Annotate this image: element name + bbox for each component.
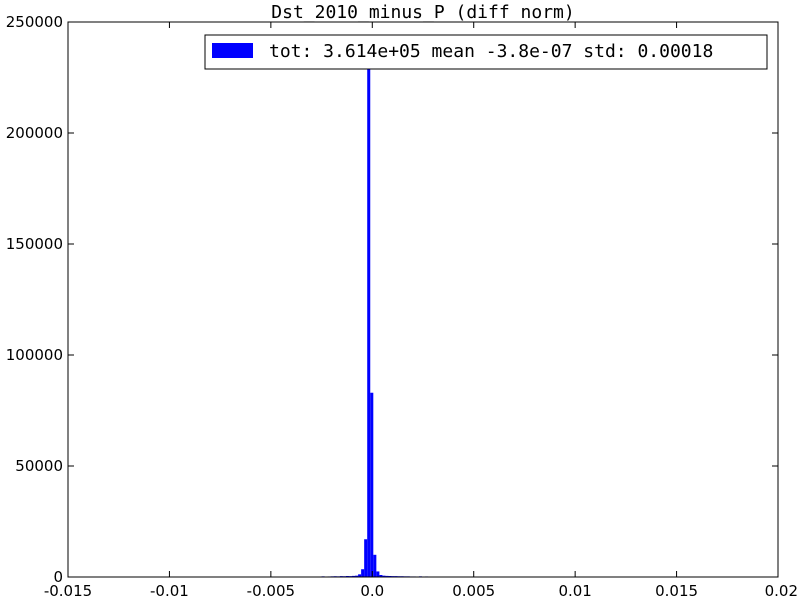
histogram-bar bbox=[355, 575, 359, 577]
y-tick-label: 150000 bbox=[6, 235, 63, 253]
histogram-bar bbox=[361, 569, 365, 577]
x-tick-label: -0.005 bbox=[247, 582, 295, 600]
x-tick-label: 0.015 bbox=[655, 582, 698, 600]
x-tick-label: 0.01 bbox=[558, 582, 591, 600]
legend: tot: 3.614e+05 mean -3.8e-07 std: 0.0001… bbox=[204, 34, 768, 70]
histogram-bar bbox=[379, 575, 383, 577]
histogram-bar bbox=[382, 575, 386, 577]
histogram-bar bbox=[370, 392, 374, 577]
histogram-bar bbox=[385, 575, 389, 577]
legend-swatch bbox=[212, 43, 253, 58]
x-tick-label: -0.01 bbox=[150, 582, 189, 600]
plot-frame bbox=[67, 21, 779, 578]
legend-label: tot: 3.614e+05 mean -3.8e-07 std: 0.0001… bbox=[269, 41, 713, 62]
histogram-bar bbox=[367, 35, 371, 577]
histogram-bar bbox=[373, 554, 377, 577]
y-tick-label: 100000 bbox=[6, 346, 63, 364]
histogram-bar bbox=[358, 574, 362, 577]
legend-box bbox=[204, 34, 768, 70]
ticks-group: -0.015 -0.01 -0.005 0.0 0.005 0.01 0.015 0.02 0 5… bbox=[6, 13, 798, 600]
y-tick-label: 50000 bbox=[15, 457, 63, 475]
histogram-bar bbox=[364, 539, 368, 577]
chart-title: Dst_2010_minus_P (diff norm) bbox=[271, 2, 574, 23]
y-tick-label: 0 bbox=[53, 568, 63, 586]
histogram-bar bbox=[352, 575, 356, 577]
x-tick-label: 0.005 bbox=[452, 582, 495, 600]
y-tick-label: 200000 bbox=[6, 124, 63, 142]
x-tick-label: 0.0 bbox=[360, 582, 384, 600]
bars-group bbox=[321, 35, 429, 578]
y-tick-label: 250000 bbox=[6, 13, 63, 31]
histogram-bar bbox=[376, 571, 380, 577]
x-tick-label: 0.02 bbox=[765, 582, 798, 600]
x-tick-label: -0.015 bbox=[44, 582, 92, 600]
